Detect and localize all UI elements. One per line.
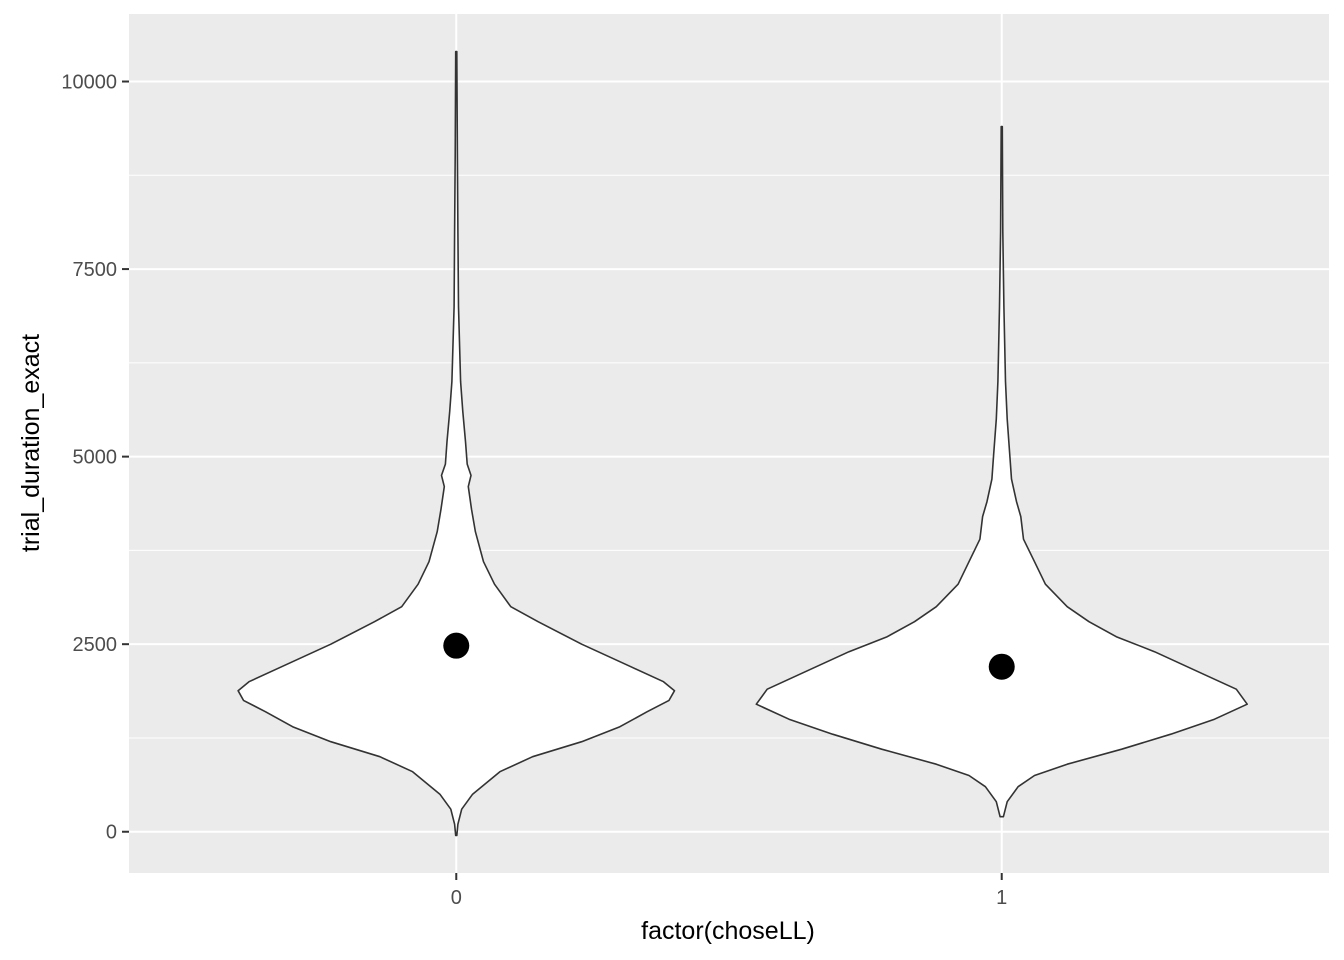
- violin-0: [237, 50, 676, 837]
- violins: [237, 50, 1248, 837]
- mean-point-1: [988, 653, 1015, 680]
- x-tick-label: 0: [451, 887, 462, 909]
- y-tick-label: 7500: [73, 259, 118, 281]
- mean-points: [443, 632, 1015, 680]
- x-axis-title: factor(choseLL): [641, 917, 815, 945]
- y-tick-label: 2500: [73, 634, 118, 656]
- y-tick-label: 10000: [61, 72, 117, 94]
- panel-background: [129, 14, 1329, 873]
- y-tick-label: 5000: [73, 447, 118, 469]
- violin-1: [755, 125, 1248, 818]
- y-axis: 0 2500 5000 7500 10000: [61, 72, 129, 844]
- mean-point-0: [443, 632, 470, 659]
- y-tick-label: 0: [106, 822, 117, 844]
- y-axis-title: trial_duration_exact: [17, 334, 45, 552]
- x-tick-label: 1: [996, 887, 1007, 909]
